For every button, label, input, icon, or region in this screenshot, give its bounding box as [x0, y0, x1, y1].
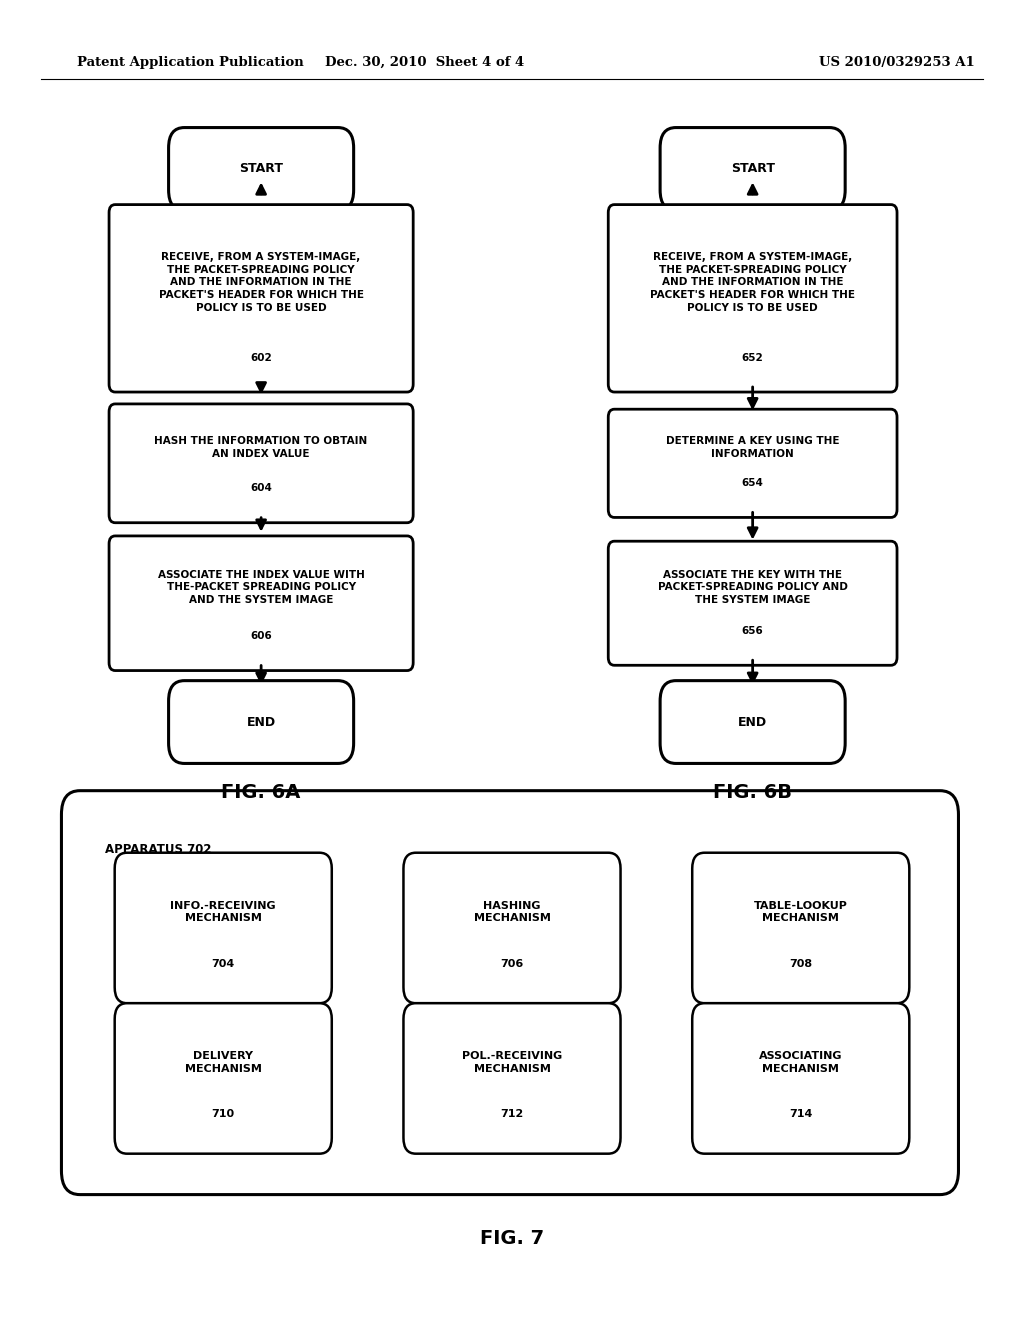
Text: FIG. 6B: FIG. 6B — [713, 783, 793, 801]
FancyBboxPatch shape — [169, 681, 353, 763]
FancyBboxPatch shape — [692, 1003, 909, 1154]
Text: FIG. 7: FIG. 7 — [480, 1229, 544, 1247]
Text: RECEIVE, FROM A SYSTEM-IMAGE,
THE PACKET-SPREADING POLICY
AND THE INFORMATION IN: RECEIVE, FROM A SYSTEM-IMAGE, THE PACKET… — [159, 252, 364, 313]
Text: 714: 714 — [790, 1109, 812, 1119]
Text: FIG. 6A: FIG. 6A — [221, 783, 301, 801]
FancyBboxPatch shape — [403, 1003, 621, 1154]
Text: 710: 710 — [212, 1109, 234, 1119]
Text: ASSOCIATING
MECHANISM: ASSOCIATING MECHANISM — [759, 1052, 843, 1073]
Text: INFO.-RECEIVING
MECHANISM: INFO.-RECEIVING MECHANISM — [170, 902, 276, 923]
FancyBboxPatch shape — [692, 853, 909, 1003]
FancyBboxPatch shape — [110, 205, 413, 392]
Text: 652: 652 — [741, 352, 764, 363]
Text: START: START — [731, 162, 774, 176]
Text: HASHING
MECHANISM: HASHING MECHANISM — [473, 902, 551, 923]
Text: 706: 706 — [501, 958, 523, 969]
FancyBboxPatch shape — [660, 681, 845, 763]
FancyBboxPatch shape — [608, 409, 897, 517]
Text: TABLE-LOOKUP
MECHANISM: TABLE-LOOKUP MECHANISM — [754, 902, 848, 923]
FancyBboxPatch shape — [403, 853, 621, 1003]
Text: 604: 604 — [250, 483, 272, 494]
Text: 606: 606 — [250, 631, 272, 642]
Text: US 2010/0329253 A1: US 2010/0329253 A1 — [819, 55, 975, 69]
Text: Dec. 30, 2010  Sheet 4 of 4: Dec. 30, 2010 Sheet 4 of 4 — [326, 55, 524, 69]
Text: APPARATUS 702: APPARATUS 702 — [105, 843, 212, 857]
Text: 712: 712 — [501, 1109, 523, 1119]
Text: ASSOCIATE THE KEY WITH THE
PACKET-SPREADING POLICY AND
THE SYSTEM IMAGE: ASSOCIATE THE KEY WITH THE PACKET-SPREAD… — [657, 570, 848, 605]
FancyBboxPatch shape — [61, 791, 958, 1195]
FancyBboxPatch shape — [608, 205, 897, 392]
Text: RECEIVE, FROM A SYSTEM-IMAGE,
THE PACKET-SPREADING POLICY
AND THE INFORMATION IN: RECEIVE, FROM A SYSTEM-IMAGE, THE PACKET… — [650, 252, 855, 313]
Text: POL.-RECEIVING
MECHANISM: POL.-RECEIVING MECHANISM — [462, 1052, 562, 1073]
FancyBboxPatch shape — [660, 128, 845, 210]
FancyBboxPatch shape — [110, 404, 413, 523]
Text: END: END — [738, 715, 767, 729]
Text: HASH THE INFORMATION TO OBTAIN
AN INDEX VALUE: HASH THE INFORMATION TO OBTAIN AN INDEX … — [155, 436, 368, 459]
FancyBboxPatch shape — [608, 541, 897, 665]
Text: 704: 704 — [212, 958, 234, 969]
Text: DETERMINE A KEY USING THE
INFORMATION: DETERMINE A KEY USING THE INFORMATION — [666, 436, 840, 459]
FancyBboxPatch shape — [115, 1003, 332, 1154]
FancyBboxPatch shape — [169, 128, 353, 210]
FancyBboxPatch shape — [110, 536, 413, 671]
Text: Patent Application Publication: Patent Application Publication — [77, 55, 303, 69]
Text: END: END — [247, 715, 275, 729]
Text: 654: 654 — [741, 478, 764, 488]
Text: 656: 656 — [741, 626, 764, 636]
Text: START: START — [240, 162, 283, 176]
Text: 602: 602 — [250, 352, 272, 363]
Text: DELIVERY
MECHANISM: DELIVERY MECHANISM — [184, 1052, 262, 1073]
Text: ASSOCIATE THE INDEX VALUE WITH
THE-PACKET SPREADING POLICY
AND THE SYSTEM IMAGE: ASSOCIATE THE INDEX VALUE WITH THE-PACKE… — [158, 570, 365, 605]
Text: 708: 708 — [790, 958, 812, 969]
FancyBboxPatch shape — [115, 853, 332, 1003]
